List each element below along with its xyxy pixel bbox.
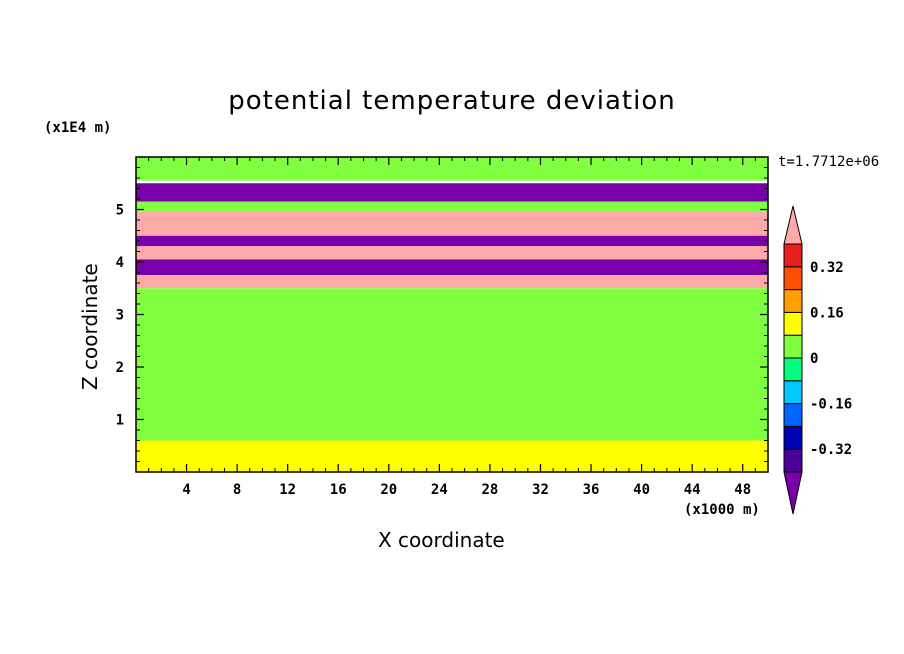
y-tick-label: 4 — [116, 255, 124, 271]
x-tick-label: 36 — [583, 482, 600, 498]
x-tick-label: 12 — [279, 482, 296, 498]
colorbar-label: -0.16 — [810, 397, 852, 413]
contour-band-5 — [136, 246, 768, 260]
colorbar-box — [783, 380, 803, 405]
colorbar-label: 0 — [810, 351, 818, 367]
time-label: t=1.7712e+06 — [778, 154, 880, 170]
y-axis-unit: (x1E4 m) — [44, 120, 112, 136]
chart-title: potential temperature deviation — [228, 86, 676, 116]
contour-band-7 — [136, 275, 768, 289]
colorbar-box — [783, 357, 803, 382]
colorbar-label: -0.32 — [810, 442, 852, 458]
contour-band-2 — [136, 201, 768, 213]
colorbar-box — [783, 266, 803, 291]
x-tick-label: 24 — [431, 482, 448, 498]
colorbar-box — [783, 403, 803, 427]
x-tick-label: 8 — [233, 482, 241, 498]
x-tick-label: 28 — [481, 482, 498, 498]
contour-band-9 — [136, 440, 768, 472]
y-tick-label: 1 — [116, 413, 124, 429]
x-tick-label: 44 — [684, 482, 701, 498]
x-tick-label: 48 — [734, 482, 751, 498]
y-tick-label: 2 — [116, 360, 124, 376]
y-tick-label: 3 — [116, 308, 124, 324]
y-tick-label: 5 — [116, 203, 124, 219]
contour-band-8 — [136, 288, 768, 441]
contour-band-1 — [136, 183, 768, 202]
x-tick-label: 40 — [633, 482, 650, 498]
x-tick-label: 32 — [532, 482, 549, 498]
contour-band-3 — [136, 212, 768, 236]
x-axis-label: X coordinate — [378, 528, 505, 552]
colorbar-box — [783, 448, 803, 473]
colorbar-box — [783, 289, 803, 313]
contour-band-4 — [136, 235, 768, 247]
colorbar-label: 0.16 — [810, 305, 844, 321]
x-tick-label: 16 — [330, 482, 347, 498]
colorbar-max-triangle — [783, 205, 803, 245]
colorbar-box — [783, 425, 803, 450]
colorbar-min-triangle — [783, 471, 803, 515]
colorbar-box — [783, 311, 803, 336]
colorbar-box — [783, 243, 803, 268]
plot-area — [136, 157, 768, 472]
x-tick-label: 4 — [182, 482, 190, 498]
contour-band-6 — [136, 259, 768, 276]
x-axis-unit: (x1000 m) — [684, 502, 760, 518]
colorbar-box — [783, 334, 803, 359]
colorbar-label: 0.32 — [810, 260, 844, 276]
contour-band-0 — [136, 157, 768, 181]
x-tick-label: 20 — [380, 482, 397, 498]
colorbar: 0.32 0.16 0 -0.16 -0.32 — [783, 205, 852, 515]
